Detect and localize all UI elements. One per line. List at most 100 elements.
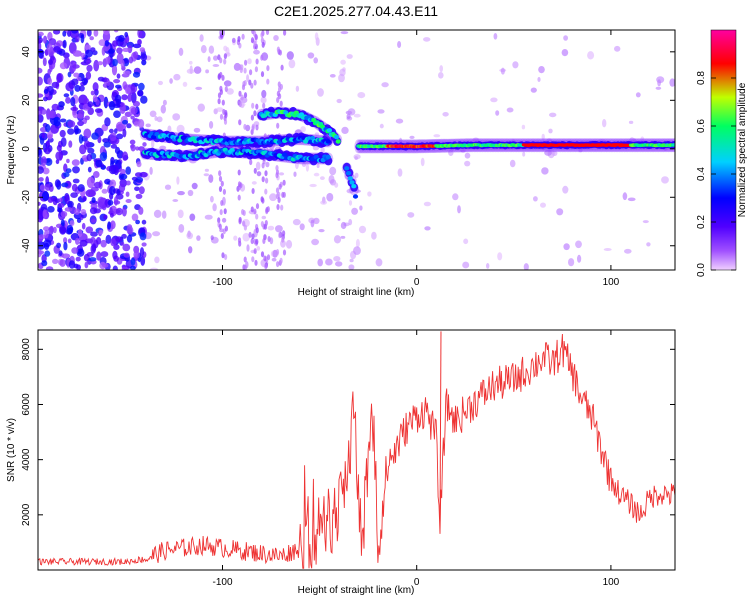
background-speckle bbox=[269, 193, 277, 202]
background-speckle bbox=[152, 231, 161, 237]
feature-core bbox=[349, 180, 355, 185]
streak-speckle bbox=[237, 36, 241, 42]
background-speckle bbox=[379, 123, 384, 129]
noise-speckle bbox=[43, 35, 48, 44]
noise-speckle bbox=[98, 39, 106, 46]
streak-speckle bbox=[250, 82, 254, 89]
background-speckle bbox=[197, 103, 205, 112]
background-speckle bbox=[307, 52, 315, 59]
noise-speckle bbox=[84, 115, 90, 121]
noise-speckle bbox=[105, 234, 112, 244]
streak-speckle bbox=[275, 165, 279, 171]
feature-core bbox=[333, 134, 340, 140]
background-speckle bbox=[614, 45, 621, 52]
noise-speckle bbox=[102, 204, 107, 211]
streak-speckle bbox=[238, 101, 242, 108]
noise-speckle bbox=[59, 62, 68, 70]
noise-speckle bbox=[127, 93, 132, 102]
background-speckle bbox=[642, 220, 649, 224]
noise-speckle bbox=[124, 31, 129, 38]
background-speckle bbox=[335, 261, 343, 267]
streak-speckle bbox=[254, 259, 258, 266]
noise-speckle bbox=[91, 197, 96, 203]
streak-speckle bbox=[222, 188, 226, 195]
background-speckle bbox=[549, 112, 557, 118]
streak-speckle bbox=[238, 90, 242, 97]
background-speckle bbox=[472, 137, 480, 143]
snr-ticks: -100 0 100 2000 4000 6000 8000 bbox=[21, 330, 675, 588]
spectrogram-x-axis-label: Height of straight line (km) bbox=[298, 287, 415, 298]
streak-speckle bbox=[276, 122, 280, 129]
background-speckle bbox=[320, 176, 325, 181]
background-speckle bbox=[423, 37, 431, 42]
noise-speckle bbox=[54, 179, 61, 188]
noise-speckle bbox=[69, 220, 75, 227]
noise-speckle bbox=[119, 173, 128, 180]
streak-speckle bbox=[276, 261, 280, 268]
feature-core bbox=[164, 136, 171, 142]
background-speckle bbox=[340, 59, 346, 65]
streak-speckle bbox=[239, 67, 243, 74]
streak-speckle bbox=[261, 162, 265, 169]
noise-speckle bbox=[43, 239, 52, 248]
noise-speckle bbox=[45, 266, 54, 270]
noise-speckle bbox=[93, 30, 99, 37]
noise-speckle bbox=[53, 226, 57, 234]
noise-speckle bbox=[92, 94, 98, 103]
noise-speckle bbox=[62, 30, 67, 37]
noise-speckle bbox=[53, 30, 61, 35]
noise-speckle bbox=[103, 96, 109, 109]
noise-speckle bbox=[135, 193, 143, 199]
background-speckle bbox=[578, 148, 583, 153]
noise-speckle bbox=[38, 234, 46, 240]
noise-speckle bbox=[71, 78, 79, 86]
noise-speckle bbox=[85, 59, 91, 65]
streak-speckle bbox=[267, 236, 271, 242]
streak-speckle bbox=[218, 186, 223, 192]
streak-speckle bbox=[282, 191, 286, 198]
background-speckle bbox=[186, 68, 195, 74]
background-speckle bbox=[176, 124, 185, 134]
noise-speckle bbox=[85, 226, 94, 234]
background-speckle bbox=[265, 161, 270, 168]
streak-speckle bbox=[280, 204, 284, 211]
noise-speckle bbox=[67, 120, 76, 128]
streak-speckle bbox=[223, 118, 228, 125]
background-speckle bbox=[187, 189, 194, 197]
streak-speckle bbox=[250, 37, 255, 44]
noise-speckle bbox=[113, 159, 119, 165]
streak-speckle bbox=[283, 30, 287, 36]
streak-speckle bbox=[255, 58, 259, 65]
streak-speckle bbox=[255, 227, 259, 234]
background-speckle bbox=[149, 166, 153, 175]
feature-upper-band bbox=[139, 128, 334, 149]
background-speckle bbox=[256, 246, 261, 251]
noise-speckle bbox=[54, 198, 61, 203]
streak-speckle bbox=[238, 218, 242, 225]
noise-speckle bbox=[93, 171, 100, 178]
streak-speckle bbox=[238, 119, 242, 126]
noise-speckle bbox=[135, 172, 143, 178]
streak-speckle bbox=[253, 110, 257, 117]
streak-speckle bbox=[221, 252, 225, 259]
noise-speckle bbox=[79, 239, 88, 247]
noise-speckle bbox=[106, 79, 111, 86]
noise-speckle bbox=[122, 243, 131, 252]
noise-speckle bbox=[40, 203, 48, 212]
feature-lower-band bbox=[139, 145, 334, 166]
snr-frame bbox=[37, 329, 676, 571]
noise-speckle bbox=[89, 207, 98, 215]
noise-speckle bbox=[67, 128, 75, 135]
noise-speckle bbox=[137, 119, 145, 129]
background-speckle bbox=[628, 120, 634, 124]
noise-speckle bbox=[52, 258, 59, 264]
noise-speckle bbox=[63, 237, 68, 244]
noise-speckle bbox=[104, 56, 111, 65]
streak-speckle bbox=[280, 64, 284, 71]
x-tick-label: 0 bbox=[414, 277, 420, 288]
x-tick-label: -100 bbox=[212, 577, 232, 588]
noise-speckle bbox=[133, 51, 139, 59]
noise-speckle bbox=[122, 119, 128, 125]
noise-speckle bbox=[44, 147, 51, 155]
noise-speckle bbox=[125, 87, 131, 95]
